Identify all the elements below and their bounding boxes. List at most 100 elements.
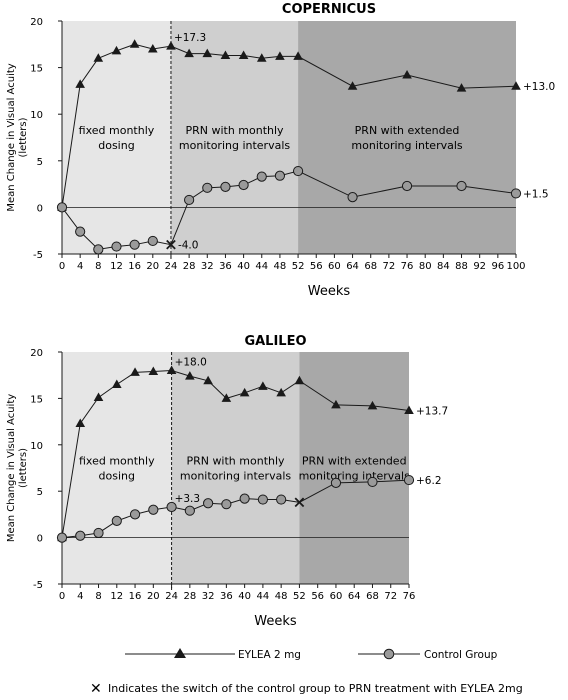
galileo-control-point	[166, 501, 177, 513]
galileo-eylea-point	[294, 375, 305, 385]
copernicus-x-tick-label: 52	[292, 261, 305, 272]
galileo-phase-text-1: PRN with monthly	[186, 454, 285, 467]
copernicus-x-tick-label: 96	[491, 261, 504, 272]
galileo-control-point	[403, 474, 415, 486]
copernicus-eylea-point	[293, 51, 303, 60]
galileo-x-tick-label: 72	[384, 591, 397, 602]
galileo-eylea-point	[258, 381, 268, 390]
copernicus-control-point	[184, 194, 195, 206]
galileo-x-tick-label: 68	[366, 591, 379, 602]
copernicus-control-point	[256, 171, 267, 182]
galileo-y-axis-label-line: (letters)	[18, 448, 29, 488]
copernicus-eylea-point	[238, 50, 249, 59]
galileo-x-tick-label: 12	[110, 591, 123, 602]
copernicus-x-tick-label: 8	[95, 261, 101, 272]
copernicus-control-point	[456, 180, 467, 192]
galileo-x-tick-label: 8	[95, 591, 101, 602]
copernicus-x-tick-label: 40	[237, 261, 250, 272]
copernicus-phase-text-2: monitoring intervals	[351, 139, 462, 152]
copernicus-x-tick-label: 4	[77, 261, 83, 272]
galileo-control-point	[56, 532, 68, 543]
copernicus-y-tick-label: 15	[30, 64, 43, 75]
galileo-phase-text-2: PRN with extended	[302, 454, 407, 467]
galileo-x-tick-label: 52	[293, 591, 306, 602]
copernicus-x-tick-label: 16	[128, 261, 141, 272]
galileo-y-axis-label-line: Mean Change in Visual Acuity	[6, 394, 17, 542]
copernicus-y-axis-label-line: Mean Change in Visual Acuity	[6, 63, 17, 211]
copernicus-eylea-point	[456, 83, 467, 92]
copernicus-y-tick-label: 10	[30, 110, 43, 121]
galileo-eylea-point	[148, 366, 159, 375]
copernicus-x-tick-label: 100	[506, 261, 525, 272]
copernicus-eylea-point	[129, 39, 140, 48]
galileo-x-tick-label: 48	[275, 591, 288, 602]
copernicus-x-tick-label: 56	[310, 261, 323, 272]
galileo-x-tick-label: 4	[77, 591, 83, 602]
copernicus-x-tick-label: 64	[346, 261, 359, 272]
galileo-y-tick-label: 0	[37, 534, 43, 545]
copernicus-control-point	[93, 244, 104, 255]
galileo-x-tick-label: 40	[238, 591, 251, 602]
copernicus-control-point	[347, 192, 358, 203]
galileo-phase-bg-0	[62, 352, 172, 584]
copernicus-eylea-point	[402, 70, 412, 79]
copernicus-y-tick-label: 5	[37, 157, 43, 168]
galileo-x-tick-label: 20	[147, 591, 160, 602]
copernicus-x-tick-label: 84	[437, 261, 450, 272]
copernicus-x-tick-label: 72	[383, 261, 396, 272]
galileo-y-axis-label: Mean Change in Visual Acuity(letters)	[6, 394, 29, 542]
copernicus-phase-text-0: dosing	[98, 139, 134, 152]
galileo-x-tick-label: 32	[202, 591, 215, 602]
galileo-control-point	[330, 477, 342, 488]
copernicus-control-point	[401, 180, 413, 192]
galileo-phase-text-0: dosing	[99, 469, 135, 482]
galileo-control-point	[276, 494, 287, 505]
copernicus-x-tick-label: 20	[146, 261, 159, 272]
copernicus-eylea-point	[256, 53, 267, 62]
copernicus-x-axis-label: Weeks	[308, 284, 351, 299]
galileo-eylea-point	[276, 387, 286, 397]
galileo-x-tick-label: 60	[330, 591, 343, 602]
copernicus-x-tick-label: 60	[328, 261, 341, 272]
galileo-control-point	[367, 476, 378, 488]
galileo-control-point	[93, 527, 104, 539]
galileo-eylea-point	[404, 405, 414, 414]
copernicus-phase-bg-2	[298, 21, 516, 254]
copernicus-data-label: +13.0	[523, 81, 555, 93]
copernicus-control-point	[274, 170, 286, 181]
galileo-x-tick-label: 24	[165, 591, 178, 602]
galileo-phase-text-0: fixed monthly	[79, 454, 155, 467]
galileo-eylea-point	[130, 367, 140, 376]
copernicus-x-tick-label: 12	[110, 261, 123, 272]
legend-circle-marker	[383, 648, 395, 660]
galileo-x-tick-label: 28	[183, 591, 196, 602]
copernicus-phase-text-1: PRN with monthly	[185, 124, 284, 137]
copernicus-x-tick-label: 24	[165, 261, 178, 272]
galileo-x-tick-label: 0	[59, 591, 65, 602]
galileo-control-point	[257, 494, 268, 505]
galileo-control-point	[221, 499, 232, 510]
copernicus-x-tick-label: 92	[473, 261, 486, 272]
copernicus-y-tick-label: 0	[37, 203, 43, 214]
galileo-x-tick-label: 64	[348, 591, 361, 602]
copernicus-phase-text-1: monitoring intervals	[179, 139, 290, 152]
galileo-control-point	[148, 504, 159, 515]
copernicus-x-tick-label: 68	[364, 261, 377, 272]
galileo-x-tick-label: 16	[129, 591, 142, 602]
galileo-data-label: +13.7	[416, 405, 448, 417]
copernicus-control-point	[147, 235, 158, 247]
galileo-control-point	[239, 493, 250, 504]
copernicus-eylea-point	[275, 51, 285, 60]
galileo-x-tick-label: 44	[257, 591, 270, 602]
copernicus-data-label: +1.5	[523, 188, 549, 200]
copernicus-x-tick-label: 0	[59, 261, 65, 272]
copernicus-y-tick-label: 20	[30, 17, 43, 28]
galileo-eylea-point	[111, 379, 122, 388]
galileo-control-point	[75, 530, 86, 541]
galileo-x-tick-label: 76	[403, 591, 416, 602]
copernicus-eylea-point	[166, 41, 176, 50]
galileo-control-point	[203, 498, 214, 509]
copernicus-eylea-point	[347, 81, 358, 90]
galileo-switch-marker	[294, 497, 305, 508]
